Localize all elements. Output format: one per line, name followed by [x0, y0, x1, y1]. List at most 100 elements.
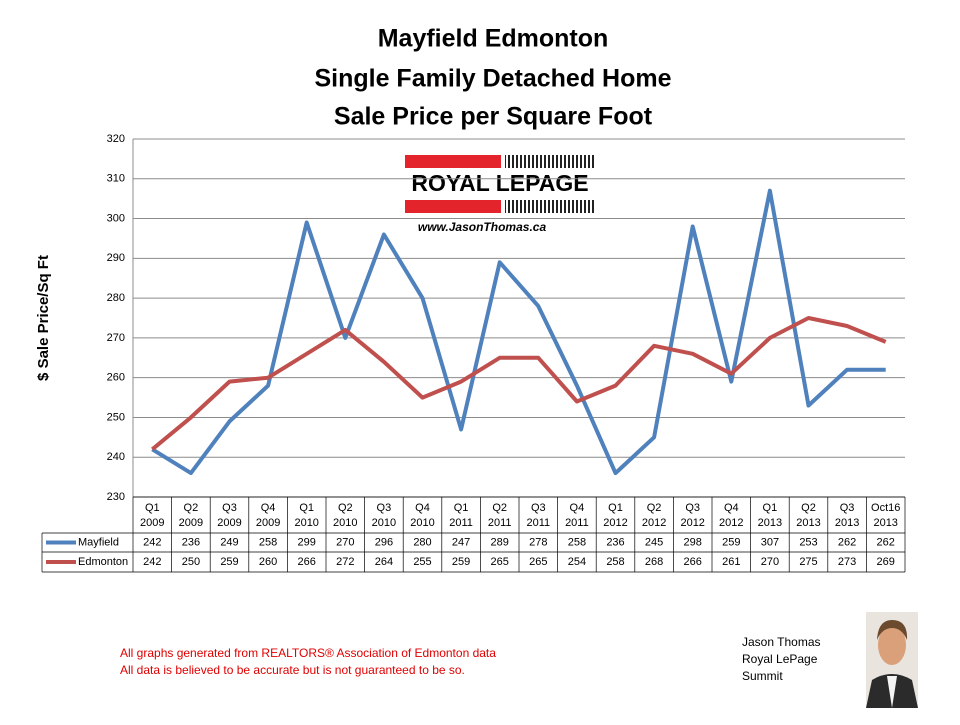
x-tick-label: Q2: [338, 502, 353, 514]
x-tick-label: 2012: [603, 517, 627, 529]
data-label: 259: [452, 556, 470, 568]
data-label: 280: [413, 536, 431, 548]
x-tick-label: 2010: [372, 517, 396, 529]
chart-title: Single Family Detached Home: [314, 65, 671, 93]
y-tick-label: 250: [107, 411, 125, 423]
signature: Summit: [742, 669, 783, 683]
note: All graphs generated from REALTORS® Asso…: [120, 646, 496, 660]
x-tick-label: Q2: [647, 502, 662, 514]
logo-url: www.JasonThomas.ca: [418, 220, 547, 234]
x-tick-label: Q4: [724, 502, 739, 514]
y-tick-label: 310: [107, 173, 125, 185]
data-label: 264: [375, 556, 393, 568]
data-label: 289: [491, 536, 509, 548]
x-tick-label: Q2: [184, 502, 199, 514]
photo: [866, 612, 918, 708]
data-label: 265: [529, 556, 547, 568]
note: All data is believed to be accurate but …: [120, 663, 465, 677]
x-tick-label: 2009: [140, 517, 164, 529]
x-tick-label: Q3: [840, 502, 855, 514]
data-label: 249: [220, 536, 238, 548]
data-label: 236: [606, 536, 624, 548]
data-label: 272: [336, 556, 354, 568]
logo-stripes: [505, 200, 595, 213]
x-tick-label: Q2: [801, 502, 816, 514]
y-axis-label: $ Sale Price/Sq Ft: [35, 255, 52, 381]
x-tick-label: Q3: [685, 502, 700, 514]
signature: Jason Thomas: [742, 635, 821, 649]
x-tick-label: 2009: [256, 517, 280, 529]
x-tick-label: Q2: [492, 502, 507, 514]
x-tick-label: 2013: [758, 517, 782, 529]
signature: Royal LePage: [742, 652, 818, 666]
data-label: 258: [568, 536, 586, 548]
logo: ROYAL LEPAGE www.JasonThomas.ca: [405, 155, 595, 234]
data-label: 258: [606, 556, 624, 568]
data-label: 275: [799, 556, 817, 568]
data-label: 259: [722, 536, 740, 548]
data-label: 273: [838, 556, 856, 568]
data-label: 259: [220, 556, 238, 568]
x-tick-label: 2011: [488, 517, 512, 529]
x-tick-label: 2012: [680, 517, 704, 529]
x-tick-label: 2009: [217, 517, 241, 529]
photo-hair: [877, 620, 908, 640]
data-label: 262: [838, 536, 856, 548]
x-tick-label: Q1: [763, 502, 778, 514]
data-label: 258: [259, 536, 277, 548]
series-line: [151, 316, 887, 451]
data-label: 236: [182, 536, 200, 548]
data-label: 242: [143, 536, 161, 548]
data-label: 260: [259, 556, 277, 568]
series-line: [151, 188, 886, 476]
x-tick-label: 2010: [333, 517, 357, 529]
x-tick-label: Q4: [570, 502, 585, 514]
data-label: 299: [298, 536, 316, 548]
legend-label: Mayfield: [78, 536, 119, 548]
chart-title: Mayfield Edmonton: [378, 25, 609, 53]
x-tick-label: Q1: [299, 502, 314, 514]
photo-face: [878, 625, 906, 665]
x-tick-label: Q4: [261, 502, 276, 514]
x-tick-label: 2012: [642, 517, 666, 529]
logo-bar: [405, 200, 501, 213]
x-tick-label: Q1: [454, 502, 469, 514]
logo-stripes: [505, 155, 595, 168]
chart-title: Sale Price per Square Foot: [334, 103, 653, 131]
data-label: 270: [336, 536, 354, 548]
y-tick-label: 280: [107, 292, 125, 304]
x-tick-label: Oct16: [871, 502, 900, 514]
data-label: 296: [375, 536, 393, 548]
x-tick-label: 2012: [719, 517, 743, 529]
data-label: 266: [298, 556, 316, 568]
x-tick-label: Q1: [145, 502, 160, 514]
legend-label: Edmonton: [78, 556, 128, 568]
data-label: 242: [143, 556, 161, 568]
y-tick-label: 320: [107, 133, 125, 145]
data-label: 262: [877, 536, 895, 548]
logo-bar: [405, 155, 501, 168]
data-label: 278: [529, 536, 547, 548]
data-label: 268: [645, 556, 663, 568]
x-tick-label: Q1: [608, 502, 623, 514]
data-label: 298: [684, 536, 702, 548]
y-tick-label: 270: [107, 332, 125, 344]
x-tick-label: 2013: [796, 517, 820, 529]
y-tick-label: 240: [107, 451, 125, 463]
x-tick-label: 2013: [873, 517, 897, 529]
y-tick-label: 260: [107, 372, 125, 384]
data-label: 250: [182, 556, 200, 568]
data-label: 270: [761, 556, 779, 568]
x-tick-label: 2011: [565, 517, 589, 529]
y-tick-label: 230: [107, 491, 125, 503]
data-label: 261: [722, 556, 740, 568]
x-tick-label: 2011: [449, 517, 473, 529]
x-tick-label: 2010: [294, 517, 318, 529]
data-label: 253: [799, 536, 817, 548]
data-label: 255: [413, 556, 431, 568]
data-label: 254: [568, 556, 586, 568]
x-tick-label: Q3: [531, 502, 546, 514]
x-tick-label: 2013: [835, 517, 859, 529]
y-tick-label: 290: [107, 252, 125, 264]
